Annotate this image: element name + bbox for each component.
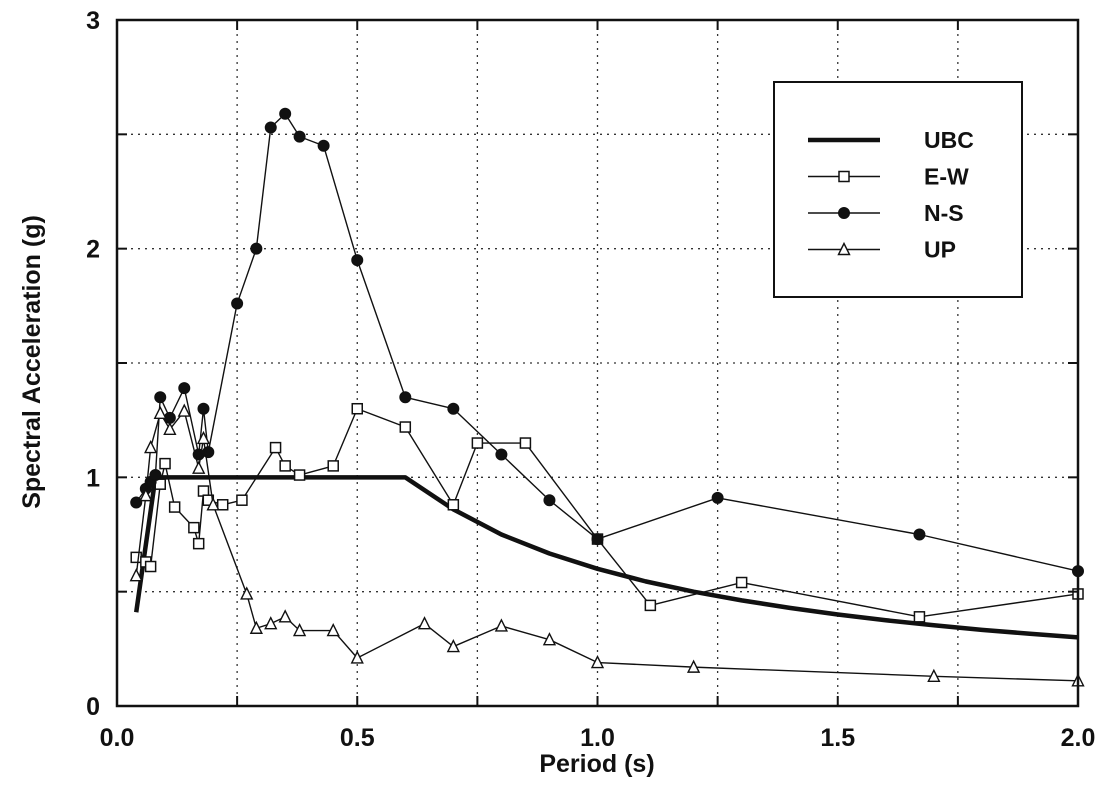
legend-label-e-w: E-W: [924, 164, 969, 190]
data-point-up: [144, 440, 158, 454]
data-point-up: [240, 586, 254, 600]
data-point-up: [417, 616, 432, 630]
data-point-up: [177, 403, 191, 417]
x-tick-label: 1.0: [580, 724, 615, 752]
legend-label-n-s: N-S: [924, 200, 964, 226]
data-point-e-w: [735, 576, 748, 589]
data-point-n-s: [149, 469, 162, 482]
data-point-e-w: [519, 437, 532, 449]
data-point-up: [192, 460, 206, 474]
series-e-w: [130, 402, 1084, 623]
plot-series: [129, 107, 1085, 687]
y-tick-label: 0: [86, 693, 100, 721]
series-ubc: [133, 475, 1079, 640]
y-tick-label: 3: [86, 7, 100, 35]
data-point-n-s: [495, 448, 508, 461]
data-point-n-s: [399, 391, 412, 404]
data-point-e-w: [192, 537, 205, 550]
data-point-n-s: [279, 107, 292, 120]
data-point-e-w: [644, 599, 657, 612]
data-point-n-s: [178, 382, 191, 395]
data-point-e-w: [327, 460, 339, 472]
data-point-up: [196, 430, 211, 445]
data-point-up: [590, 654, 605, 669]
data-point-e-w: [913, 611, 926, 623]
data-point-up: [278, 609, 292, 623]
data-point-e-w: [168, 501, 181, 513]
data-point-e-w: [351, 402, 363, 415]
legend-label-ubc: UBC: [924, 127, 974, 153]
x-tick-label: 2.0: [1061, 724, 1096, 752]
data-point-up: [326, 622, 340, 637]
x-tick-label: 1.5: [820, 724, 855, 752]
data-point-e-w: [144, 560, 157, 573]
data-point-n-s: [293, 130, 306, 143]
y-tick-label: 2: [86, 236, 100, 264]
data-point-up: [494, 618, 509, 632]
data-point-up: [446, 638, 460, 653]
data-point-n-s: [197, 402, 210, 415]
data-point-e-w: [269, 441, 282, 454]
data-point-up: [129, 568, 143, 582]
data-point-e-w: [447, 499, 460, 511]
x-tick-label: 0.0: [100, 724, 135, 752]
data-point-up: [542, 632, 557, 646]
data-point-n-s: [130, 496, 143, 509]
data-point-up: [264, 616, 278, 630]
data-point-up: [139, 488, 153, 502]
data-point-e-w: [399, 421, 412, 433]
legend: UBC E-W N-S UP: [773, 81, 1023, 298]
x-tick-label: 0.5: [340, 724, 375, 752]
data-point-e-w: [130, 551, 142, 564]
data-point-e-w: [159, 457, 171, 470]
y-axis-title: Spectral Acceleration (g): [18, 215, 46, 509]
data-point-n-s: [351, 254, 364, 267]
data-point-up: [292, 622, 307, 637]
axis-ticks: 0.0 0.5 1.0 1.5 2.0 0 1 2 3: [86, 7, 1095, 752]
data-point-up: [686, 659, 701, 673]
legend-box: [773, 81, 1023, 298]
legend-marker-n-s: [838, 207, 850, 219]
data-point-up: [927, 668, 941, 682]
series-line-ubc: [133, 475, 1079, 640]
data-point-up: [163, 421, 177, 436]
legend-marker-up: [837, 241, 851, 256]
data-point-n-s: [543, 494, 556, 507]
data-point-n-s: [231, 297, 244, 310]
data-point-e-w: [216, 499, 229, 511]
data-point-n-s: [913, 528, 926, 541]
data-point-e-w: [293, 469, 306, 481]
data-point-e-w: [471, 437, 484, 449]
data-point-n-s: [711, 491, 724, 504]
data-point-n-s: [317, 139, 330, 152]
x-axis-title: Period (s): [539, 750, 654, 778]
data-point-n-s: [250, 242, 263, 255]
y-tick-label: 1: [86, 464, 100, 492]
data-point-up: [249, 620, 263, 634]
data-point-e-w: [279, 460, 291, 472]
grid-lines: [117, 20, 1078, 706]
data-point-n-s: [154, 391, 167, 404]
data-point-e-w: [236, 494, 248, 506]
data-point-up: [153, 405, 167, 420]
data-point-n-s: [264, 121, 277, 134]
data-point-up: [350, 650, 364, 664]
data-point-up: [206, 497, 220, 511]
series-line-e-w: [135, 408, 1079, 618]
data-point-n-s: [447, 402, 460, 415]
data-point-n-s: [591, 533, 604, 546]
data-point-e-w: [188, 521, 200, 534]
legend-label-up: UP: [924, 237, 956, 263]
legend-marker-e-w: [838, 170, 850, 183]
